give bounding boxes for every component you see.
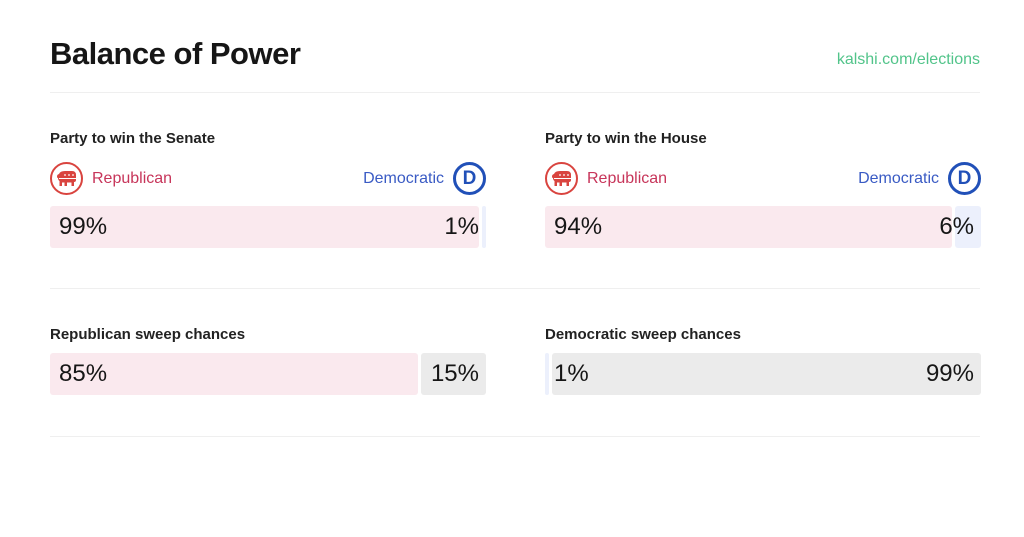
senate-republican-percent: 99% bbox=[59, 213, 108, 240]
democratic-sweep-yes-bar bbox=[545, 353, 549, 395]
democratic-sweep-yes-percent: 1% bbox=[554, 360, 589, 387]
house-party-row: Republican Democratic D bbox=[545, 162, 981, 196]
house-republican-bar bbox=[545, 206, 952, 248]
senate-republican-label: Republican bbox=[92, 169, 173, 187]
republican-sweep-panel: Republican sweep chances 85% 15% bbox=[50, 326, 486, 395]
senate-democratic-percent: 1% bbox=[444, 213, 479, 240]
house-panel-title: Party to win the House bbox=[545, 130, 707, 147]
senate-republican-legend: Republican bbox=[50, 162, 172, 195]
senate-panel-title: Party to win the Senate bbox=[50, 130, 216, 147]
house-republican-legend: Republican bbox=[545, 162, 667, 195]
divider-bottom bbox=[50, 436, 980, 437]
elections-link[interactable]: kalshi.com/elections bbox=[836, 51, 980, 68]
democratic-sweep-panel: Democratic sweep chances 1% 99% bbox=[545, 326, 981, 395]
house-republican-percent: 94% bbox=[554, 213, 603, 240]
senate-party-row: Republican Democratic D bbox=[50, 162, 486, 196]
senate-democratic-label: Democratic bbox=[363, 169, 444, 187]
divider-top bbox=[50, 92, 980, 93]
senate-democratic-legend: Democratic D bbox=[363, 162, 486, 195]
republican-elephant-icon bbox=[545, 162, 578, 195]
house-democratic-legend: Democratic D bbox=[858, 162, 981, 195]
house-democratic-bar bbox=[955, 206, 981, 248]
democratic-d-icon: D bbox=[948, 162, 981, 195]
house-republican-label: Republican bbox=[587, 169, 668, 187]
democratic-d-icon: D bbox=[453, 162, 486, 195]
democratic-sweep-title: Democratic sweep chances bbox=[545, 326, 741, 343]
republican-sweep-no-percent: 15% bbox=[430, 360, 479, 387]
house-democratic-percent: 6% bbox=[939, 213, 974, 240]
republican-sweep-yes-bar bbox=[50, 353, 418, 395]
house-bar: 94% 6% bbox=[545, 206, 981, 248]
page-title: Balance of Power bbox=[50, 36, 301, 71]
republican-sweep-no-bar bbox=[421, 353, 486, 395]
republican-sweep-yes-percent: 85% bbox=[59, 360, 108, 387]
democratic-sweep-bar: 1% 99% bbox=[545, 353, 981, 395]
senate-panel: Party to win the Senate Republican Democ… bbox=[50, 130, 486, 248]
republican-sweep-bar: 85% 15% bbox=[50, 353, 486, 395]
republican-elephant-icon bbox=[50, 162, 83, 195]
democratic-sweep-no-percent: 99% bbox=[925, 360, 974, 387]
democratic-sweep-no-bar bbox=[552, 353, 981, 395]
house-panel: Party to win the House Republican Democr… bbox=[545, 130, 981, 248]
senate-republican-bar bbox=[50, 206, 479, 248]
senate-democratic-bar bbox=[482, 206, 486, 248]
republican-sweep-title: Republican sweep chances bbox=[50, 326, 246, 343]
house-democratic-label: Democratic bbox=[858, 169, 939, 187]
senate-bar: 99% 1% bbox=[50, 206, 486, 248]
divider-middle bbox=[50, 288, 980, 289]
democratic-d-letter: D bbox=[462, 167, 477, 189]
democratic-d-letter: D bbox=[957, 167, 972, 189]
